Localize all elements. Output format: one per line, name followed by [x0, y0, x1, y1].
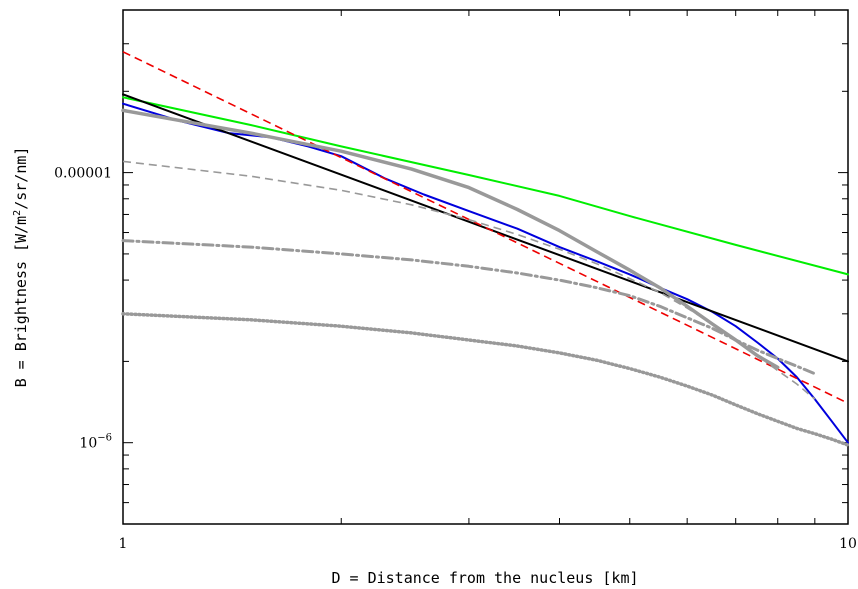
series-line-4	[122, 51, 849, 404]
axis-ticks	[122, 9, 849, 525]
y-axis-title-prefix: B = Brightness [W/m	[12, 216, 30, 388]
series-line-8	[121, 312, 850, 447]
y-axis-title-sup: 2	[12, 210, 23, 216]
series-group	[121, 51, 850, 447]
series-line-5	[121, 108, 780, 370]
y-tick-label: 10−6	[79, 433, 112, 452]
x-tick-label: 1	[119, 536, 128, 552]
series-line-6	[122, 160, 816, 400]
series-line-2	[122, 102, 849, 444]
y-tick-label-base: 10	[79, 436, 97, 452]
series-line-1	[122, 96, 849, 276]
plot-frame	[122, 9, 849, 525]
y-tick-label-exp: −6	[97, 433, 112, 444]
y-axis-title: B = Brightness [W/m2/sr/nm]	[12, 147, 30, 388]
y-tick-label: 0.00001	[54, 166, 112, 182]
series-line-7	[121, 239, 817, 376]
y-axis-title-suffix: /sr/nm]	[12, 147, 30, 210]
x-tick-label: 10	[839, 536, 857, 552]
series-line-3	[122, 93, 849, 363]
x-axis-title: D = Distance from the nucleus [km]	[331, 569, 638, 587]
